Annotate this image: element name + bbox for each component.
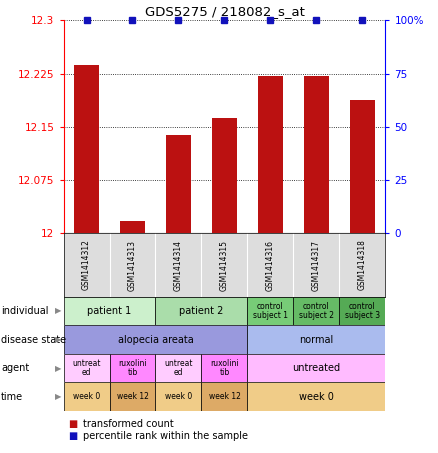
Text: disease state: disease state — [1, 334, 66, 345]
Bar — [74, 65, 99, 233]
Bar — [304, 76, 329, 233]
Text: patient 2: patient 2 — [179, 306, 224, 316]
Text: GSM1414316: GSM1414316 — [266, 240, 275, 290]
Text: ruxolini
tib: ruxolini tib — [210, 359, 239, 377]
Text: agent: agent — [1, 363, 29, 373]
Text: untreated: untreated — [293, 363, 340, 373]
Bar — [201, 382, 247, 411]
Text: week 0: week 0 — [299, 391, 334, 402]
Bar — [201, 354, 247, 382]
Bar — [120, 221, 145, 233]
Bar — [247, 297, 293, 325]
Text: ▶: ▶ — [55, 335, 61, 344]
Bar — [339, 297, 385, 325]
Bar — [350, 100, 375, 233]
Text: transformed count: transformed count — [83, 419, 174, 429]
Text: control
subject 1: control subject 1 — [253, 302, 288, 320]
Text: GSM1414314: GSM1414314 — [174, 240, 183, 290]
Text: GSM1414313: GSM1414313 — [128, 240, 137, 290]
Bar — [64, 297, 155, 325]
Title: GDS5275 / 218082_s_at: GDS5275 / 218082_s_at — [145, 5, 304, 18]
Bar — [247, 382, 385, 411]
Text: ▶: ▶ — [55, 364, 61, 372]
Text: individual: individual — [1, 306, 48, 316]
Bar — [64, 382, 110, 411]
Text: ▶: ▶ — [55, 392, 61, 401]
Text: GSM1414312: GSM1414312 — [82, 240, 91, 290]
Bar — [247, 354, 385, 382]
Text: percentile rank within the sample: percentile rank within the sample — [83, 431, 248, 441]
Bar — [64, 325, 247, 354]
Bar — [258, 76, 283, 233]
Bar — [212, 118, 237, 233]
Bar — [64, 354, 110, 382]
Text: GSM1414317: GSM1414317 — [312, 240, 321, 290]
Bar — [155, 354, 201, 382]
Text: GSM1414318: GSM1414318 — [358, 240, 367, 290]
Bar — [247, 325, 385, 354]
Text: alopecia areata: alopecia areata — [118, 334, 193, 345]
Bar — [155, 382, 201, 411]
Text: ■: ■ — [68, 431, 77, 441]
Text: untreat
ed: untreat ed — [164, 359, 193, 377]
Text: time: time — [1, 391, 23, 402]
Text: control
subject 2: control subject 2 — [299, 302, 334, 320]
Text: ruxolini
tib: ruxolini tib — [118, 359, 147, 377]
Text: ▶: ▶ — [55, 307, 61, 315]
Bar — [293, 297, 339, 325]
Text: untreat
ed: untreat ed — [72, 359, 101, 377]
Bar — [155, 297, 247, 325]
Text: normal: normal — [299, 334, 334, 345]
Text: week 12: week 12 — [117, 392, 148, 401]
Text: patient 1: patient 1 — [87, 306, 132, 316]
Text: week 0: week 0 — [165, 392, 192, 401]
Bar — [166, 135, 191, 233]
Bar — [110, 382, 155, 411]
Text: ■: ■ — [68, 419, 77, 429]
Text: control
subject 3: control subject 3 — [345, 302, 380, 320]
Bar — [110, 354, 155, 382]
Text: GSM1414315: GSM1414315 — [220, 240, 229, 290]
Text: week 0: week 0 — [73, 392, 100, 401]
Text: week 12: week 12 — [208, 392, 240, 401]
